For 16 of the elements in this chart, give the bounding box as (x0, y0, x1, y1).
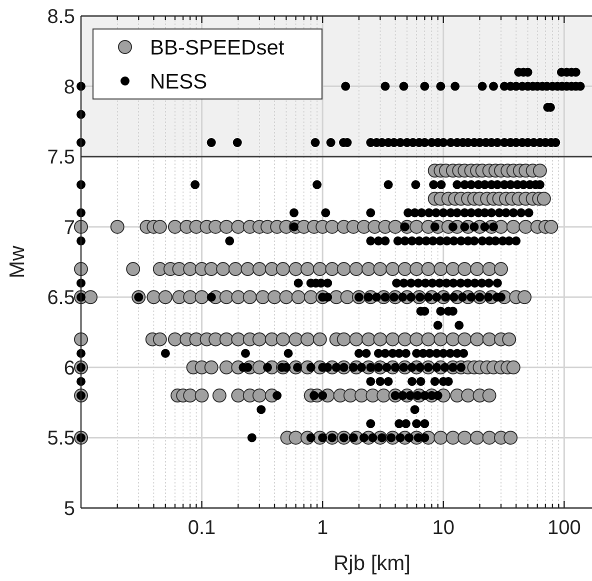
legend-label: BB-SPEEDset (150, 36, 284, 60)
x-tick-label: 10 (432, 517, 454, 539)
y-tick-label: 5.5 (47, 428, 75, 450)
legend-label: NESS (150, 70, 208, 94)
y-tick-label: 5 (64, 498, 75, 520)
x-tick-label: 0.1 (188, 517, 216, 539)
y-tick-label: 6.5 (47, 287, 75, 310)
y-axis-title: Mw (6, 244, 29, 278)
x-axis-title: Rjb [km] (333, 552, 411, 575)
y-tick-label: 6 (64, 357, 75, 380)
y-tick-label: 7 (64, 216, 75, 239)
x-tick-label: 100 (547, 517, 581, 539)
y-tick-label: 8.5 (47, 6, 75, 28)
y-tick-label: 8 (64, 76, 75, 98)
y-tick-label: 7.5 (47, 146, 75, 169)
x-tick-label: 1 (317, 517, 328, 539)
